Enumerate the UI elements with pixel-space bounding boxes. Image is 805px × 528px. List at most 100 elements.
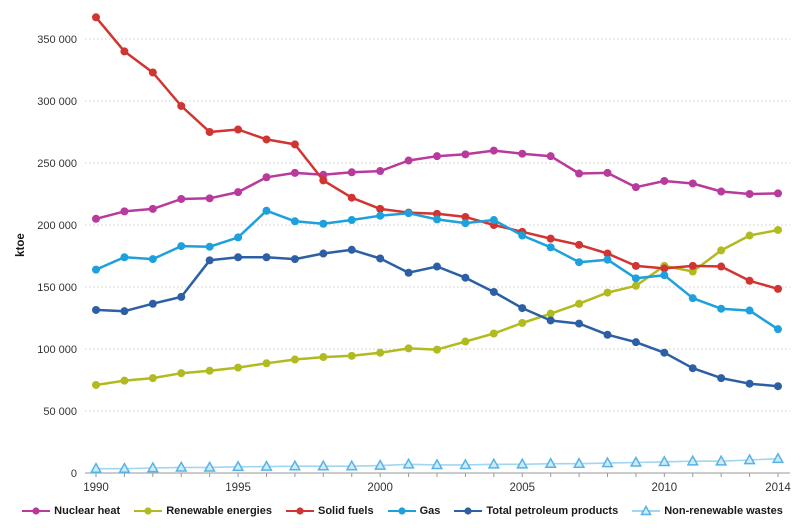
x-axis xyxy=(85,472,790,477)
data-point-gas xyxy=(546,243,555,252)
data-point-gas xyxy=(262,206,271,215)
data-point-total-petroleum-products xyxy=(177,292,186,301)
legend-marker-dot xyxy=(296,507,304,515)
x-tick-label: 1995 xyxy=(225,482,251,494)
data-point-total-petroleum-products xyxy=(631,338,640,347)
data-point-renewable-energies xyxy=(433,345,441,354)
data-point-total-petroleum-products xyxy=(404,268,413,277)
series-renewable-energies xyxy=(92,225,782,389)
legend-marker-dot xyxy=(144,507,152,515)
legend-label-non-renewable-wastes: Non-renewable wastes xyxy=(664,505,783,517)
data-point-non-renewable-wastes xyxy=(175,460,188,472)
data-point-renewable-energies xyxy=(290,355,299,364)
data-point-gas xyxy=(603,255,612,264)
data-point-solid-fuels xyxy=(546,234,555,243)
data-point-solid-fuels xyxy=(603,249,612,258)
data-point-solid-fuels xyxy=(120,47,129,56)
y-tick-label: 150 000 xyxy=(37,282,77,294)
data-point-non-renewable-wastes xyxy=(686,454,699,466)
data-point-non-renewable-wastes xyxy=(573,457,586,469)
data-point-non-renewable-wastes xyxy=(544,457,557,469)
data-point-gas xyxy=(717,304,726,313)
data-point-solid-fuels xyxy=(631,261,640,270)
data-point-solid-fuels xyxy=(92,13,100,22)
series-solid-fuels xyxy=(92,13,782,293)
data-point-renewable-energies xyxy=(631,281,640,290)
data-point-total-petroleum-products xyxy=(546,316,555,325)
data-point-total-petroleum-products xyxy=(575,319,584,328)
x-tick-label: 1990 xyxy=(83,482,109,494)
data-point-total-petroleum-products xyxy=(489,287,498,296)
data-point-non-renewable-wastes xyxy=(516,457,529,469)
x-tick-label: 2005 xyxy=(509,482,535,494)
data-point-nuclear-heat xyxy=(717,187,726,196)
data-point-nuclear-heat xyxy=(376,167,385,176)
series-nuclear-heat xyxy=(92,146,782,223)
data-point-total-petroleum-products xyxy=(774,382,782,391)
y-tick-label: 50 000 xyxy=(43,406,77,418)
data-point-non-renewable-wastes xyxy=(601,456,614,468)
data-point-renewable-energies xyxy=(546,309,555,318)
data-point-non-renewable-wastes xyxy=(345,459,358,471)
data-point-renewable-energies xyxy=(717,246,726,255)
y-axis-unit-label: ktoe xyxy=(15,233,27,257)
data-point-nuclear-heat xyxy=(92,214,100,223)
data-point-renewable-energies xyxy=(774,225,782,234)
legend-marker-total-petroleum-products-icon xyxy=(454,507,483,515)
data-point-nuclear-heat xyxy=(120,207,129,216)
data-point-nuclear-heat xyxy=(774,189,782,198)
data-point-non-renewable-wastes xyxy=(743,453,756,465)
data-point-total-petroleum-products xyxy=(603,330,612,339)
y-tick-label: 250 000 xyxy=(37,158,77,170)
data-point-nuclear-heat xyxy=(347,168,356,177)
data-point-non-renewable-wastes xyxy=(715,454,728,466)
series-gas xyxy=(92,206,782,334)
data-point-non-renewable-wastes xyxy=(146,461,159,473)
data-point-total-petroleum-products xyxy=(433,262,441,271)
data-point-renewable-energies xyxy=(177,369,186,378)
data-point-solid-fuels xyxy=(575,240,584,249)
data-point-solid-fuels xyxy=(717,262,726,271)
data-point-solid-fuels xyxy=(461,212,470,221)
data-point-solid-fuels xyxy=(205,128,214,136)
data-point-nuclear-heat xyxy=(205,194,214,203)
data-point-gas xyxy=(774,325,782,334)
data-point-nuclear-heat xyxy=(603,168,612,177)
legend-label-renewable-energies: Renewable energies xyxy=(166,505,272,517)
data-point-total-petroleum-products xyxy=(745,379,754,388)
legend-label-total-petroleum-products: Total petroleum products xyxy=(486,505,619,517)
data-point-solid-fuels xyxy=(774,284,782,293)
data-point-non-renewable-wastes xyxy=(430,458,444,470)
data-point-gas xyxy=(461,219,470,228)
data-point-gas xyxy=(433,215,441,224)
data-point-gas xyxy=(290,217,299,226)
legend-marker-non-renewable-wastes-icon xyxy=(632,505,661,516)
legend-item-gas: Gas xyxy=(387,505,441,517)
legend-label-gas: Gas xyxy=(419,505,441,517)
data-point-total-petroleum-products xyxy=(347,245,356,254)
data-point-gas xyxy=(660,271,669,280)
data-point-gas xyxy=(347,216,356,225)
data-point-gas xyxy=(631,274,640,283)
data-point-total-petroleum-products xyxy=(148,299,157,308)
data-point-nuclear-heat xyxy=(546,152,555,161)
data-point-non-renewable-wastes xyxy=(118,462,131,474)
data-point-non-renewable-wastes xyxy=(232,460,245,472)
data-point-nuclear-heat xyxy=(148,204,157,213)
data-point-solid-fuels xyxy=(688,261,697,270)
chart-plot-area: ktoe 0 50 000 100 000 150 000 200 000 250 000… xyxy=(15,13,791,494)
x-tick-labels: 1990 1995 2000 2005 2010 2014 xyxy=(83,482,791,494)
data-point-gas xyxy=(177,242,186,251)
data-point-nuclear-heat xyxy=(461,150,470,159)
data-point-non-renewable-wastes xyxy=(89,462,103,474)
data-point-renewable-energies xyxy=(518,318,527,327)
data-point-total-petroleum-products xyxy=(319,249,328,258)
legend-marker-renewable-energies-icon xyxy=(134,507,163,515)
legend-marker-solid-fuels-icon xyxy=(285,507,314,515)
data-point-renewable-energies xyxy=(347,351,356,360)
data-point-renewable-energies xyxy=(376,348,385,357)
data-point-solid-fuels xyxy=(745,276,754,285)
data-point-nuclear-heat xyxy=(177,194,186,203)
data-point-solid-fuels xyxy=(290,140,299,149)
data-point-non-renewable-wastes xyxy=(317,459,330,471)
